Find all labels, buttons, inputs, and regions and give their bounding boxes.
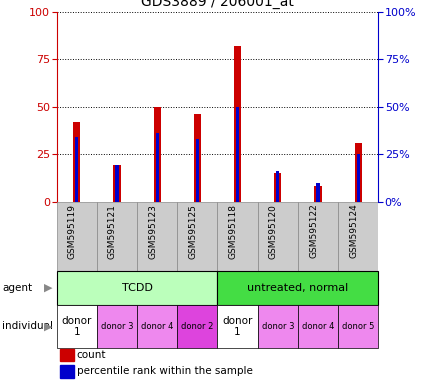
Text: untreated, normal: untreated, normal: [247, 283, 348, 293]
Text: individual: individual: [2, 321, 53, 331]
Bar: [273, 173, 281, 202]
Text: GSM595125: GSM595125: [188, 204, 197, 258]
Bar: [59, 349, 74, 361]
Bar: [338, 202, 378, 271]
Text: donor 3: donor 3: [261, 322, 293, 331]
Text: GSM595124: GSM595124: [349, 204, 358, 258]
Text: count: count: [76, 350, 106, 360]
Bar: [56, 305, 97, 348]
Bar: [96, 305, 137, 348]
Text: donor 2: donor 2: [181, 322, 213, 331]
Bar: [115, 166, 118, 202]
Text: GSM595121: GSM595121: [108, 204, 117, 258]
Text: GSM595123: GSM595123: [148, 204, 157, 258]
Bar: [153, 107, 161, 202]
Text: donor 4: donor 4: [141, 322, 173, 331]
Text: ▶: ▶: [43, 321, 52, 331]
Text: donor 4: donor 4: [301, 322, 333, 331]
Bar: [137, 305, 177, 348]
Bar: [217, 305, 257, 348]
Text: ▶: ▶: [43, 283, 52, 293]
Bar: [338, 305, 378, 348]
Bar: [257, 305, 297, 348]
Bar: [297, 305, 338, 348]
Bar: [56, 202, 97, 271]
Text: TCDD: TCDD: [122, 283, 152, 293]
Text: GSM595120: GSM595120: [268, 204, 277, 258]
Bar: [177, 305, 217, 348]
Bar: [59, 365, 74, 377]
Text: donor 3: donor 3: [100, 322, 133, 331]
Bar: [193, 114, 201, 202]
Text: percentile rank within the sample: percentile rank within the sample: [76, 366, 252, 376]
Bar: [314, 186, 321, 202]
Bar: [113, 166, 120, 202]
Bar: [276, 171, 279, 202]
Bar: [233, 46, 241, 202]
Bar: [297, 202, 338, 271]
Bar: [195, 139, 198, 202]
Bar: [316, 183, 319, 202]
Bar: [236, 107, 239, 202]
Text: donor 5: donor 5: [342, 322, 374, 331]
Text: GSM595122: GSM595122: [309, 204, 317, 258]
Bar: [137, 202, 177, 271]
Bar: [257, 202, 297, 271]
Bar: [75, 137, 78, 202]
Title: GDS3889 / 206001_at: GDS3889 / 206001_at: [141, 0, 293, 9]
Bar: [155, 133, 158, 202]
Text: donor
1: donor 1: [222, 316, 252, 337]
Text: donor
1: donor 1: [61, 316, 92, 337]
Bar: [356, 154, 359, 202]
Bar: [217, 202, 257, 271]
Bar: [96, 202, 137, 271]
Bar: [73, 122, 80, 202]
Text: agent: agent: [2, 283, 32, 293]
Bar: [56, 271, 217, 305]
Text: GSM595118: GSM595118: [228, 204, 237, 259]
Bar: [354, 143, 361, 202]
Text: GSM595119: GSM595119: [68, 204, 76, 259]
Bar: [217, 271, 378, 305]
Bar: [177, 202, 217, 271]
